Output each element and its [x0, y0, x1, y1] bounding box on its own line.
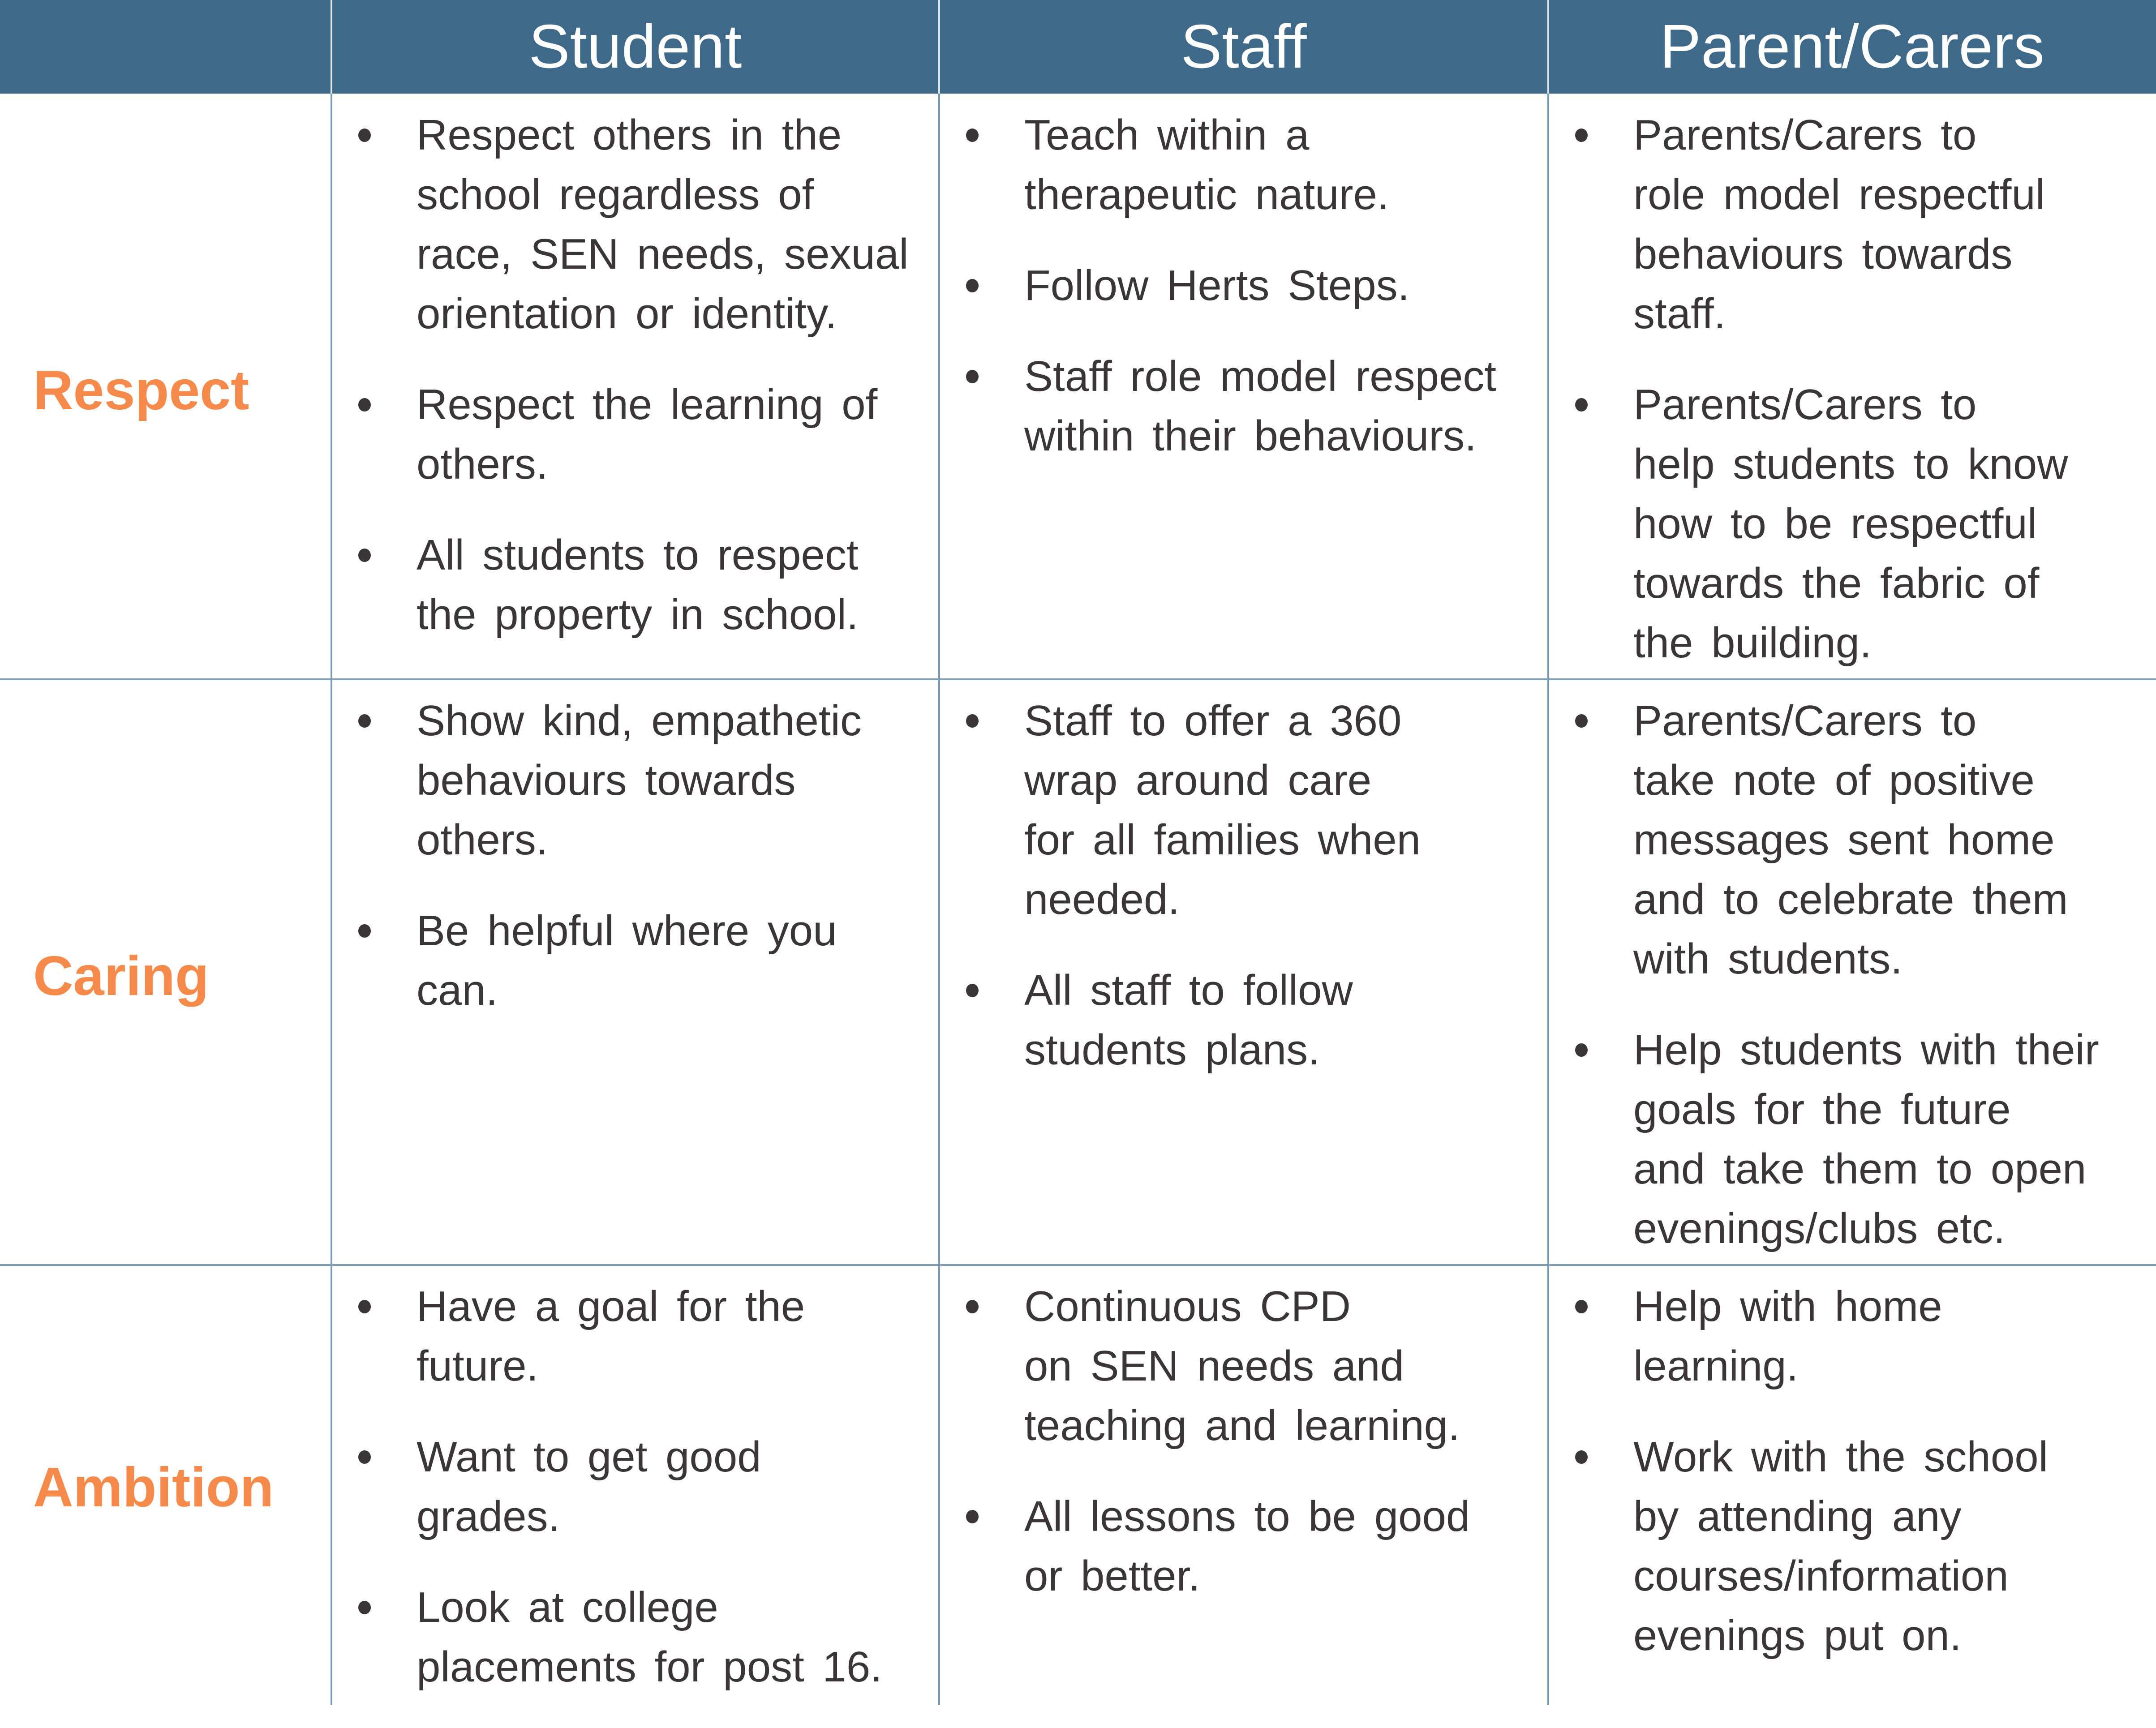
bullet-icon	[1575, 129, 1588, 142]
item-text: Staff to offer a 360 wrap around care fo…	[1024, 697, 1421, 923]
list-item: Staff role model respect within their be…	[939, 347, 1548, 466]
bullet-icon	[358, 1300, 371, 1313]
cell-staff: Continuous CPD on SEN needs and teaching…	[939, 1265, 1548, 1637]
bullet-icon	[1575, 1300, 1588, 1313]
list-item: Have a goal for the future.	[331, 1277, 939, 1396]
item-text: Staff role model respect within their be…	[1024, 352, 1497, 460]
bullet-icon	[1575, 398, 1588, 412]
item-text: Have a goal for the future.	[417, 1282, 805, 1390]
list-item: All students to respect the property in …	[331, 525, 939, 644]
column-divider	[331, 94, 332, 1705]
item-text: Parents/Carers to role model respectful …	[1633, 111, 2045, 338]
column-divider	[1547, 94, 1549, 1705]
item-text: Help students with their goals for the f…	[1633, 1026, 2099, 1252]
list-item: All staff to follow students plans.	[939, 960, 1548, 1080]
list-item: Work with the school by attending any co…	[1548, 1427, 2156, 1665]
list-item: Parents/Carers to role model respectful …	[1548, 105, 2156, 343]
item-text: Continuous CPD on SEN needs and teaching…	[1024, 1282, 1460, 1449]
bullet-icon	[358, 549, 371, 562]
list-item: Continuous CPD on SEN needs and teaching…	[939, 1277, 1548, 1455]
item-text: All lessons to be good or better.	[1024, 1492, 1470, 1600]
cell-parents: Parents/Carers to role model respectful …	[1548, 94, 2156, 704]
header-staff: Staff	[939, 0, 1548, 94]
bullet-icon	[966, 129, 979, 142]
list-item: Want to get good grades.	[331, 1427, 939, 1546]
item-text: Teach within a therapeutic nature.	[1024, 111, 1389, 219]
row-label-ambition: Ambition	[33, 1457, 274, 1518]
bullet-icon	[966, 279, 979, 292]
header-divider	[1547, 0, 1549, 94]
item-text: Parents/Carers to take note of positive …	[1633, 697, 2068, 983]
list-item: Respect the learning of others.	[331, 375, 939, 494]
bullet-icon	[1575, 714, 1588, 728]
list-item: Parents/Carers to take note of positive …	[1548, 691, 2156, 989]
list-item: All lessons to be good or better.	[939, 1487, 1548, 1606]
cell-student: Respect others in the school regardless …	[331, 94, 939, 676]
bullet-icon	[358, 714, 371, 728]
item-text: All staff to follow students plans.	[1024, 966, 1353, 1074]
row-divider	[0, 1264, 2156, 1266]
cell-staff: Staff to offer a 360 wrap around care fo…	[939, 679, 1548, 1111]
bullet-icon	[966, 370, 979, 383]
header-corner	[0, 0, 331, 94]
list-item: Parents/Carers to help students to know …	[1548, 375, 2156, 673]
item-text: Respect the learning of others.	[417, 381, 878, 488]
header-student: Student	[331, 0, 939, 94]
cell-student: Show kind, empathetic behaviours towards…	[331, 679, 939, 1051]
row-divider	[0, 678, 2156, 680]
column-divider	[938, 94, 940, 1705]
cell-staff: Teach within a therapeutic nature. Follow…	[939, 94, 1548, 497]
item-text: Follow Herts Steps.	[1024, 262, 1410, 309]
bullet-icon	[966, 1300, 979, 1313]
list-item: Staff to offer a 360 wrap around care fo…	[939, 691, 1548, 929]
list-item: Be helpful where you can.	[331, 901, 939, 1020]
list-item: Look at college placements for post 16.	[331, 1578, 939, 1697]
bullet-icon	[358, 129, 371, 142]
cell-parents: Parents/Carers to take note of positive …	[1548, 679, 2156, 1290]
item-text: Want to get good grades.	[417, 1433, 761, 1540]
bullet-icon	[1575, 1450, 1588, 1464]
item-text: All students to respect the property in …	[417, 531, 859, 639]
bullet-icon	[358, 398, 371, 412]
cell-parents: Help with home learning. Work with the sc…	[1548, 1265, 2156, 1697]
row-label-respect: Respect	[33, 360, 249, 421]
list-item: Help with home learning.	[1548, 1277, 2156, 1396]
header-divider	[331, 0, 332, 94]
item-text: Be helpful where you can.	[417, 907, 837, 1014]
list-item: Teach within a therapeutic nature.	[939, 105, 1548, 224]
item-text: Show kind, empathetic behaviours towards…	[417, 697, 862, 864]
bullet-icon	[358, 1450, 371, 1464]
bullet-icon	[358, 1601, 371, 1614]
list-item: Respect others in the school regardless …	[331, 105, 939, 343]
item-text: Parents/Carers to help students to know …	[1633, 381, 2068, 667]
bullet-icon	[966, 984, 979, 997]
item-text: Look at college placements for post 16.	[417, 1583, 882, 1691]
list-item: Show kind, empathetic behaviours towards…	[331, 691, 939, 870]
item-text: Respect others in the school regardless …	[417, 111, 909, 338]
row-label-caring: Caring	[33, 945, 209, 1007]
item-text: Work with the school by attending any co…	[1633, 1433, 2048, 1659]
bullet-icon	[966, 714, 979, 728]
bullet-icon	[1575, 1043, 1588, 1057]
header-divider	[938, 0, 940, 94]
cell-student: Have a goal for the future. Want to get g…	[331, 1265, 939, 1728]
list-item: Help students with their goals for the f…	[1548, 1020, 2156, 1258]
list-item: Follow Herts Steps.	[939, 256, 1548, 315]
bullet-icon	[966, 1510, 979, 1523]
item-text: Help with home learning.	[1633, 1282, 1942, 1390]
header-parent-carers: Parent/Carers	[1548, 0, 2156, 94]
bullet-icon	[358, 924, 371, 938]
